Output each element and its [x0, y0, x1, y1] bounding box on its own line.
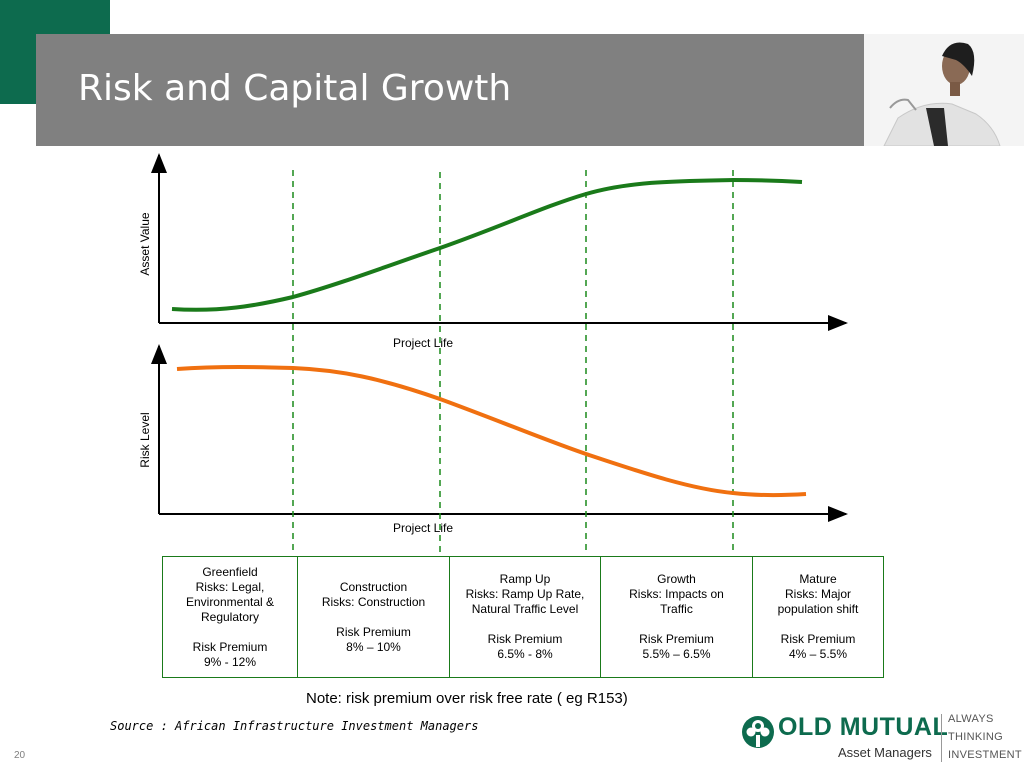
upper-x-label: Project Life — [393, 336, 454, 350]
stage-cell-greenfield: Greenfield Risks: Legal, Environmental &… — [162, 556, 298, 678]
premium-value: 5.5% – 6.5% — [642, 647, 711, 661]
stage-risk-line: Risks: Construction — [321, 594, 426, 609]
risk-level-curve — [176, 365, 807, 497]
premium-value: 6.5% - 8% — [497, 647, 553, 661]
premium-label: Risk Premium — [639, 632, 714, 646]
stage-risk-line: Traffic — [660, 602, 693, 616]
stage-risk-line: Risks: Legal, — [195, 579, 265, 594]
premium-value: 4% – 5.5% — [788, 647, 848, 661]
stage-risk-line: Regulatory — [200, 609, 260, 624]
title-bar — [36, 34, 864, 146]
stage-cell-ramp-up: Ramp Up Risks: Ramp Up Rate, Natural Tra… — [449, 556, 601, 678]
premium-label: Risk Premium — [487, 632, 563, 646]
premium-label: Risk Premium — [336, 624, 411, 639]
tagline-line-2: THINKING — [948, 731, 1003, 743]
stage-cell-growth: Growth Risks: Impacts on Traffic Risk Pr… — [600, 556, 753, 678]
premium-label: Risk Premium — [192, 639, 268, 654]
source-citation: Source : African Infrastructure Investme… — [110, 719, 479, 733]
stage-risk-line: Natural Traffic Level — [471, 602, 579, 616]
brand-subtitle: Asset Managers — [838, 745, 932, 760]
stage-risk-line: Environmental & — [185, 594, 275, 609]
stage-title: Greenfield — [202, 564, 258, 579]
woman-photo — [864, 34, 1024, 146]
premium-value: 9% - 12% — [203, 654, 257, 669]
stage-risk-line: population shift — [777, 602, 859, 616]
stage-risk-line: Risks: Major — [784, 587, 851, 601]
slide-title: Risk and Capital Growth — [78, 68, 512, 109]
upper-y-label: Asset Value — [138, 212, 152, 276]
risk-premium-note: Note: risk premium over risk free rate (… — [306, 690, 628, 707]
asset-value-curve — [171, 177, 803, 312]
old-mutual-emblem-icon — [742, 716, 774, 748]
lower-x-label: Project Life — [393, 521, 454, 535]
stage-risk-line: Risks: Impacts on — [629, 587, 724, 601]
stage-title: Construction — [339, 579, 408, 594]
tagline-line-1: ALWAYS — [948, 713, 994, 725]
tagline-line-3: INVESTMENT — [948, 749, 1022, 761]
premium-value: 8% – 10% — [346, 639, 401, 654]
stage-title: Mature — [799, 572, 837, 586]
lower-y-label: Risk Level — [138, 412, 152, 468]
logo-divider — [941, 714, 942, 762]
stage-table: Greenfield Risks: Legal, Environmental &… — [162, 556, 884, 678]
stage-cell-mature: Mature Risks: Major population shift Ris… — [752, 556, 884, 678]
premium-label: Risk Premium — [780, 632, 856, 646]
page-number: 20 — [14, 750, 26, 761]
stage-cell-construction: Construction Risks: Construction Risk Pr… — [297, 556, 450, 678]
stage-title: Ramp Up — [499, 572, 551, 586]
brand-name: OLD MUTUAL — [778, 713, 949, 741]
stage-risk-line: Risks: Ramp Up Rate, — [465, 587, 585, 601]
stage-title: Growth — [657, 572, 696, 586]
